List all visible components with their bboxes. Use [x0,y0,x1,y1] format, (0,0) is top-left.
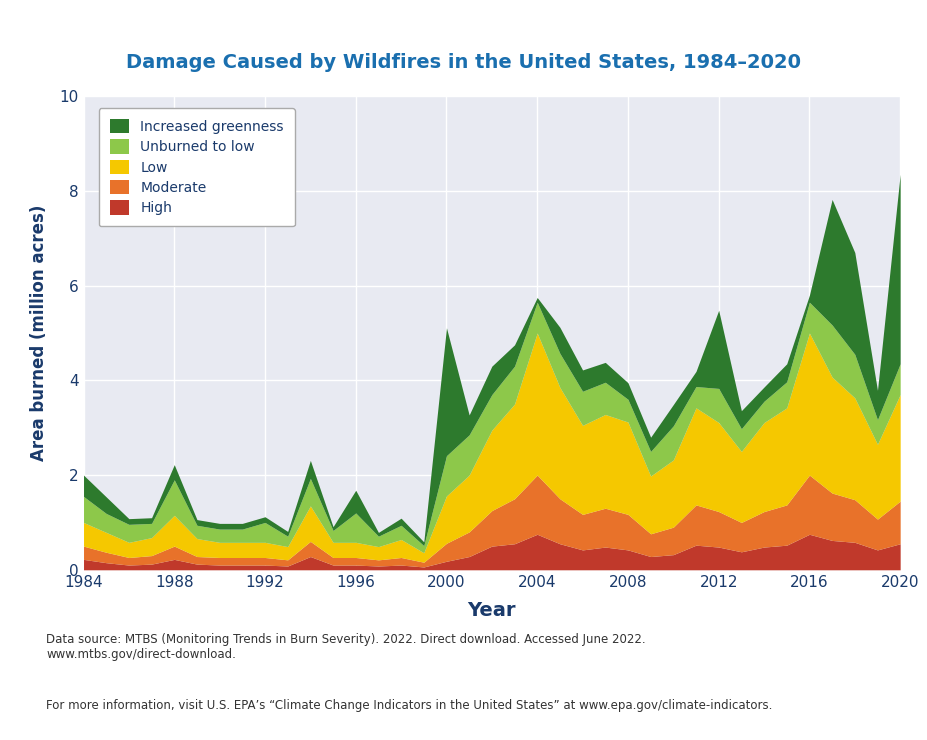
X-axis label: Year: Year [467,601,515,620]
Text: For more information, visit U.S. EPA’s “Climate Change Indicators in the United : For more information, visit U.S. EPA’s “… [46,699,772,713]
Text: Damage Caused by Wildfires in the United States, 1984–2020: Damage Caused by Wildfires in the United… [126,53,801,73]
Y-axis label: Area burned (million acres): Area burned (million acres) [31,205,48,461]
Legend: Increased greenness, Unburned to low, Low, Moderate, High: Increased greenness, Unburned to low, Lo… [98,108,295,226]
Text: Data source: MTBS (Monitoring Trends in Burn Severity). 2022. Direct download. A: Data source: MTBS (Monitoring Trends in … [46,633,645,661]
